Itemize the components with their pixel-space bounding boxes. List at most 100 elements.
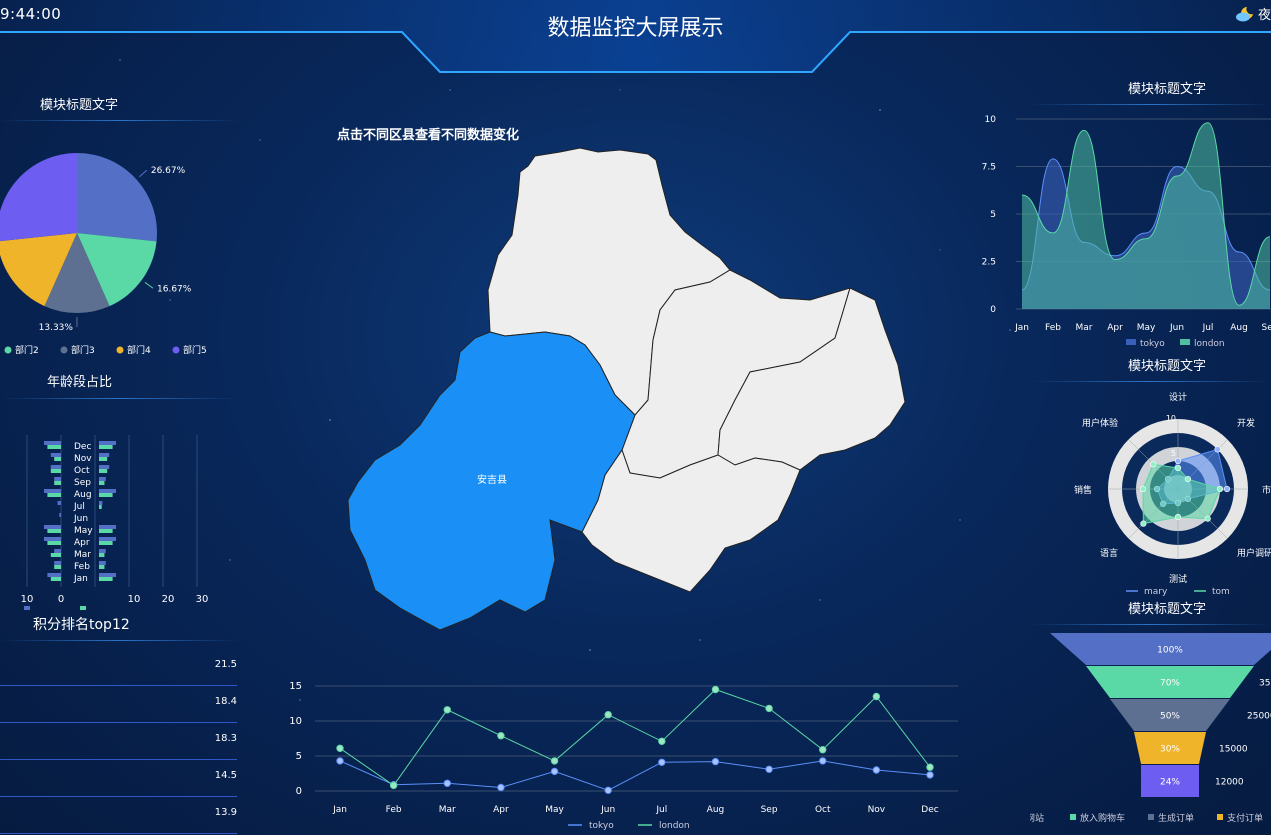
legend-swatch: [80, 606, 86, 610]
pie-slice: [77, 233, 157, 307]
rank-value: 14.5: [214, 770, 237, 781]
rank-row: 21.5: [0, 648, 237, 686]
funnel-side-value: 25000: [1247, 712, 1271, 722]
legend-label: london: [659, 821, 690, 831]
x-tick-label: Sep: [761, 805, 778, 815]
data-point: [711, 757, 720, 766]
page-title: 数据监控大屏展示: [547, 16, 724, 41]
divider: [1030, 104, 1271, 105]
age-category-label: Nov: [74, 454, 92, 464]
age-bar: [99, 561, 106, 565]
age-bar: [99, 477, 106, 481]
divider: [1030, 381, 1271, 382]
data-point: [336, 757, 344, 765]
age-category-label: Feb: [74, 562, 90, 572]
radar-point: [1184, 476, 1191, 483]
legend-label: mary: [1144, 587, 1168, 597]
x-tick-label: Mar: [1076, 323, 1093, 333]
x-tick-label: Apr: [1107, 323, 1123, 333]
age-bar: [99, 493, 113, 497]
radar-point: [1174, 457, 1182, 465]
rank-row: 18.3: [0, 722, 237, 760]
map-region-anji[interactable]: [347, 331, 636, 631]
pie-slice-label: 16.67%: [157, 284, 192, 294]
funnel-side-value: 12000: [1215, 778, 1244, 788]
age-bar: [99, 573, 116, 577]
age-bar: [99, 457, 108, 461]
age-xtick: 30: [196, 594, 209, 605]
series-line: [1021, 158, 1271, 291]
bottom-line-chart: 0 5 10 15 Jan Feb Mar Apr May Jun Jul Aug Sep Oct Nov D…: [290, 681, 958, 831]
map-hint: 点击不同区县查看不同数据变化: [337, 128, 520, 143]
data-point: [872, 766, 881, 774]
pie-slice-label: 26.67%: [151, 166, 186, 176]
age-xtick: 20: [162, 594, 175, 605]
age-category-label: Jan: [73, 574, 88, 584]
age-bar: [99, 525, 116, 529]
age-bar: [47, 541, 61, 545]
y-tick-label: 7.5: [982, 163, 996, 173]
divider: [0, 398, 240, 399]
y-tick-label: 5: [296, 751, 302, 762]
data-point: [711, 685, 720, 694]
funnel-stage: [1134, 732, 1206, 764]
legend-swatch: [1070, 814, 1076, 820]
legend-label: tom: [1212, 587, 1230, 597]
data-point: [550, 757, 559, 765]
age-category-label: Apr: [74, 538, 90, 548]
age-bar: [99, 489, 116, 493]
x-tick-label: Jun: [1169, 323, 1184, 333]
age-bar: [59, 513, 61, 517]
data-point: [872, 692, 881, 701]
legend-label: tokyo: [1140, 339, 1165, 349]
age-bar: [57, 501, 61, 505]
x-tick-label: Nov: [868, 805, 886, 815]
x-tick-label: Feb: [1045, 323, 1061, 333]
radar-point: [1139, 485, 1147, 493]
radar-indicator-label: 设计: [1169, 391, 1187, 403]
rank-row: 14.5: [0, 759, 237, 797]
pie-slice: [0, 153, 77, 242]
age-category-label: Sep: [74, 478, 91, 488]
x-tick-label: Aug: [707, 805, 725, 815]
y-tick-label: 15: [290, 681, 302, 692]
rank-panel-title: 积分排名top12: [33, 617, 130, 633]
age-bar: [50, 465, 61, 469]
age-bar: [99, 565, 105, 569]
age-bar: [99, 541, 113, 545]
age-bar: [99, 445, 113, 449]
divider: [1030, 624, 1271, 625]
x-tick-label: May: [545, 805, 564, 815]
age-category-label: Oct: [74, 466, 90, 476]
legend-label: london: [1194, 339, 1225, 349]
rank-value: 18.4: [214, 696, 237, 707]
y-tick-label: 2.5: [982, 258, 996, 268]
age-bar: [99, 465, 110, 469]
radar-point: [1216, 485, 1224, 493]
age-bar: [44, 441, 61, 445]
rank-row: 18.4: [0, 685, 237, 723]
age-category-label: Aug: [74, 490, 92, 500]
legend-dot: [60, 346, 68, 354]
weather-text: 夜: [1257, 8, 1271, 23]
funnel-legend-label: 放入购物车: [1080, 812, 1125, 824]
age-bar: [54, 481, 61, 485]
x-tick-label: Mar: [439, 805, 456, 815]
age-bar: [47, 573, 61, 577]
moon-cloud-icon: [1235, 6, 1253, 21]
pie-slice: [44, 233, 110, 313]
header-frame: [0, 0, 1271, 73]
age-bar: [54, 457, 61, 461]
data-point: [819, 746, 827, 754]
data-point: [658, 737, 666, 745]
map-region-south[interactable]: [581, 448, 801, 593]
radar-indicator-label: 用户体验: [1082, 417, 1118, 429]
funnel-stage: [1110, 699, 1230, 731]
x-tick-label: Sep: [1262, 323, 1271, 333]
age-bar: [50, 577, 61, 581]
pie-label-line: [139, 169, 148, 178]
series-area: [1022, 122, 1270, 309]
x-tick-label: Jan: [1014, 323, 1029, 333]
pie-slice: [77, 153, 157, 242]
age-bar: [99, 469, 108, 473]
